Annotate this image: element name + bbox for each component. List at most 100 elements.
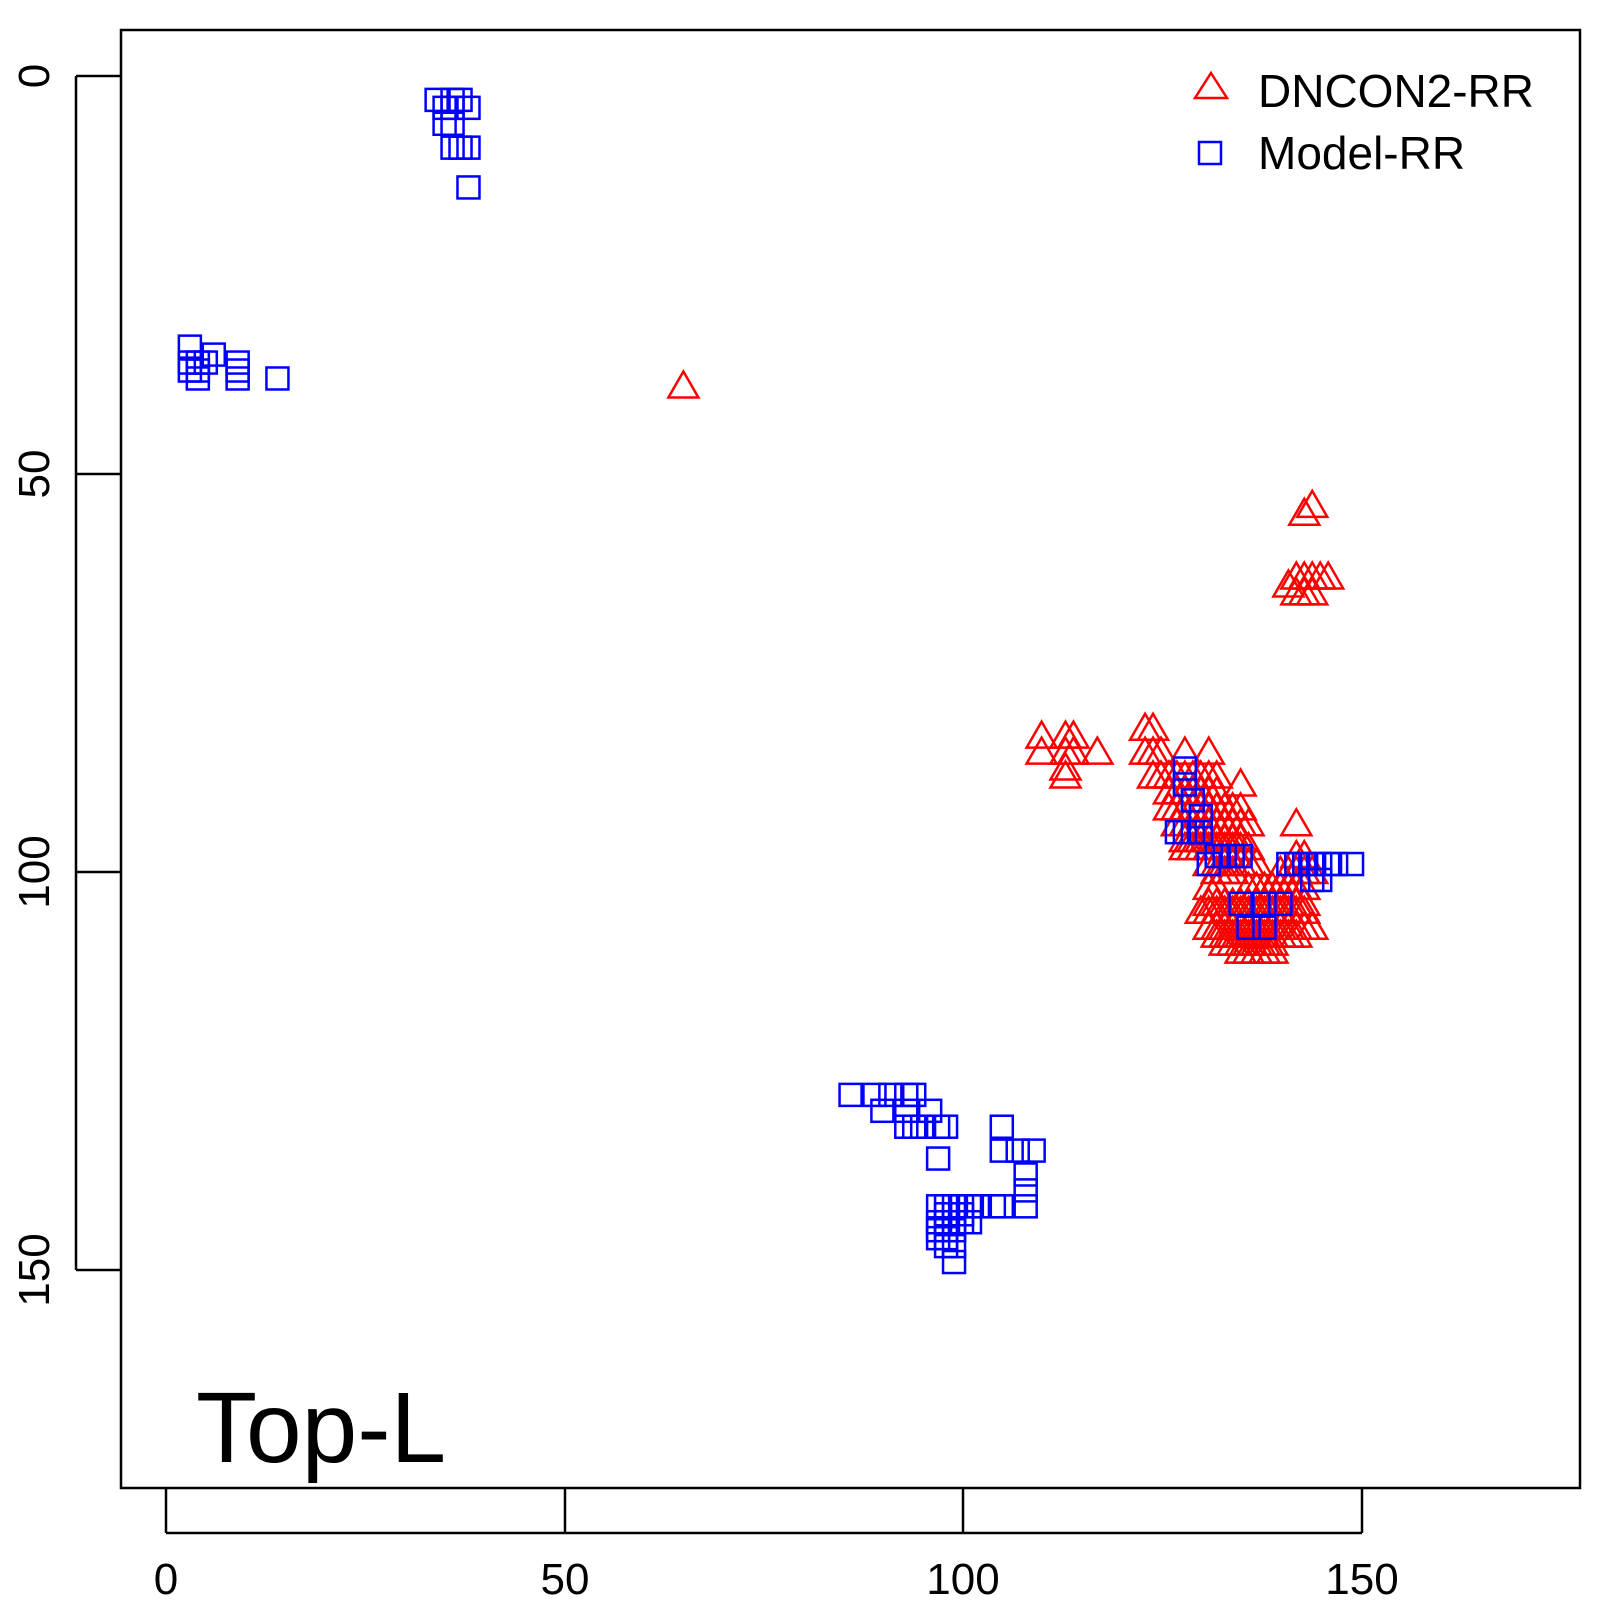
model-rr-point <box>225 366 250 391</box>
model-rr-point <box>1236 915 1261 940</box>
plot-frame <box>119 28 1582 1490</box>
model-rr-point <box>941 1233 967 1259</box>
model-rr-point <box>949 1209 975 1235</box>
model-rr-point <box>909 1114 935 1139</box>
model-rr-point <box>177 358 203 383</box>
model-rr-point <box>456 175 481 200</box>
model-rr-point <box>440 135 465 160</box>
model-rr-point <box>838 1082 863 1108</box>
model-rr-point <box>440 111 465 137</box>
model-rr-point <box>225 358 250 383</box>
model-rr-point <box>941 1217 967 1243</box>
model-rr-point <box>989 1194 1015 1219</box>
model-rr-point <box>1013 1178 1038 1203</box>
dncon2-rr-point <box>1255 934 1290 964</box>
model-rr-point <box>957 1194 983 1219</box>
model-rr-point <box>933 1217 959 1243</box>
model-rr-point <box>957 1209 983 1235</box>
model-rr-point <box>1188 819 1214 845</box>
dncon2-rr-point <box>1215 854 1250 885</box>
model-rr-point <box>989 1114 1015 1139</box>
model-rr-point <box>1228 843 1253 869</box>
y-tick-label: 150 <box>10 1233 59 1306</box>
model-rr-point <box>901 1114 927 1139</box>
dncon2-rr-point <box>1199 774 1234 805</box>
model-rr-point <box>456 95 481 121</box>
dncon2-rr-point <box>1287 894 1322 925</box>
model-rr-point <box>1005 1138 1030 1163</box>
model-rr-point <box>925 1114 951 1139</box>
model-rr-point <box>1339 851 1365 877</box>
model-rr-point <box>933 1209 959 1235</box>
model-rr-point <box>933 1233 959 1259</box>
model-rr-point <box>901 1082 927 1108</box>
dncon2-rr-point <box>1056 719 1091 749</box>
legend-triangle-icon <box>1192 70 1230 100</box>
dncon2-rr-point <box>1287 496 1322 527</box>
model-rr-point <box>925 1194 951 1219</box>
dncon2-rr-point <box>1295 488 1330 519</box>
dncon2-rr-point <box>1048 758 1083 789</box>
model-rr-point <box>424 87 449 113</box>
model-rr-point <box>185 366 211 391</box>
x-tick-label: 0 <box>154 1555 178 1600</box>
panel-label: Top-L <box>196 1372 446 1484</box>
model-rr-point <box>1268 891 1293 917</box>
model-rr-point <box>225 350 250 375</box>
model-rr-point <box>925 1217 951 1243</box>
model-rr-point <box>1013 1162 1038 1187</box>
model-rr-point <box>941 1249 967 1275</box>
model-rr-point <box>862 1082 887 1108</box>
dncon2-rr-point <box>1056 735 1091 765</box>
model-rr-point <box>185 350 211 375</box>
model-rr-point <box>894 1098 919 1124</box>
model-rr-point <box>949 1194 975 1219</box>
model-rr-point <box>925 1225 951 1251</box>
y-tick-label: 0 <box>10 64 59 88</box>
dncon2-rr-point <box>1223 790 1258 821</box>
legend-label-model: Model-RR <box>1258 127 1465 179</box>
dncon2-rr-point <box>1024 719 1059 749</box>
model-rr-point <box>1307 867 1333 893</box>
model-rr-point <box>933 1225 959 1251</box>
model-rr-point <box>1196 851 1222 877</box>
model-rr-point <box>933 1194 959 1219</box>
x-tick-label: 100 <box>926 1555 999 1600</box>
dncon2-rr-point <box>1310 559 1346 590</box>
model-rr-point <box>1188 804 1214 829</box>
dncon2-rr-point <box>1295 910 1330 940</box>
model-rr-point <box>1228 891 1253 917</box>
model-rr-point <box>456 135 481 160</box>
model-rr-point <box>1172 756 1198 781</box>
x-axis: 0 50 100 150 <box>154 1488 1399 1600</box>
model-rr-point <box>941 1202 967 1227</box>
dncon2-rr-point <box>1279 806 1314 837</box>
model-rr-point <box>1013 1194 1038 1219</box>
dncon2-rr-point <box>1080 735 1115 765</box>
dncon2-rr-point <box>1048 751 1083 781</box>
legend: DNCON2-RR Model-RR <box>1192 65 1534 179</box>
model-rr-point <box>177 334 203 359</box>
model-rr-point <box>981 1194 1007 1219</box>
data-points <box>177 87 1365 1275</box>
model-rr-point <box>917 1098 943 1124</box>
model-rr-point <box>1252 915 1277 940</box>
model-rr-point <box>193 350 219 375</box>
model-rr-point <box>432 95 457 121</box>
x-tick-label: 50 <box>541 1555 590 1600</box>
model-rr-point <box>448 135 473 160</box>
model-rr-point <box>185 358 211 383</box>
model-rr-point <box>432 111 457 137</box>
model-rr-point <box>1172 772 1198 797</box>
model-rr-point <box>925 1209 951 1235</box>
x-tick-label: 150 <box>1325 1555 1398 1600</box>
model-rr-point <box>965 1194 991 1219</box>
dncon2-rr-point <box>1271 567 1306 598</box>
dncon2-rr-point <box>1024 735 1059 765</box>
model-rr-point <box>1021 1138 1046 1163</box>
model-rr-point <box>894 1114 919 1139</box>
model-rr-point <box>440 87 465 113</box>
model-rr-point <box>894 1082 919 1108</box>
model-rr-point <box>440 95 465 121</box>
